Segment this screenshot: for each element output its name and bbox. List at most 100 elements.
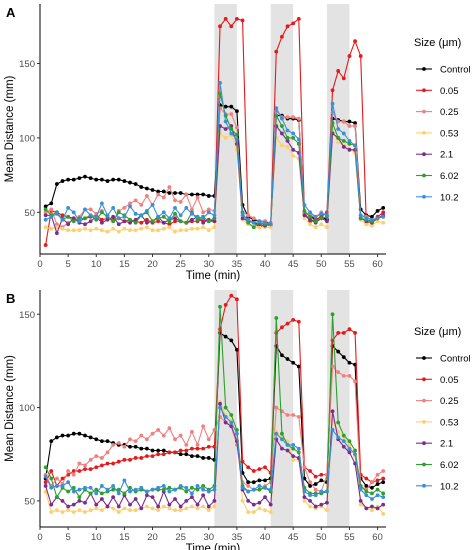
data-point — [71, 510, 76, 514]
data-point — [116, 216, 121, 221]
data-point — [364, 216, 369, 221]
data-point — [206, 456, 211, 460]
legend-label: Control — [440, 354, 471, 365]
data-point — [341, 76, 346, 81]
data-point — [313, 474, 318, 479]
data-point — [223, 415, 228, 419]
data-point — [139, 456, 144, 460]
data-point — [190, 495, 194, 500]
data-point — [291, 413, 296, 417]
data-point — [178, 484, 183, 488]
data-point — [251, 510, 256, 514]
data-point — [223, 119, 228, 124]
data-point — [43, 480, 48, 485]
legend-swatch-point — [422, 441, 426, 446]
data-point — [280, 116, 284, 121]
data-point — [257, 478, 262, 483]
legend: Size (μm) Control 0.05 0.25 0.53 2.1 6.02 10.2 — [414, 37, 471, 203]
data-point — [83, 226, 87, 231]
legend-title: Size (μm) — [414, 37, 461, 49]
data-point — [83, 216, 87, 221]
data-point — [229, 338, 234, 343]
data-point — [313, 482, 318, 486]
data-point — [150, 202, 155, 207]
data-point — [133, 444, 138, 449]
data-point — [195, 487, 200, 492]
data-point — [229, 293, 234, 298]
data-point — [83, 222, 87, 227]
data-point — [235, 347, 239, 352]
data-point — [88, 491, 93, 496]
y-axis-title: Mean Distance (mm) — [4, 355, 16, 462]
data-point — [218, 405, 222, 410]
data-point — [381, 495, 386, 500]
data-point — [263, 495, 267, 500]
data-point — [212, 487, 217, 492]
data-point — [144, 220, 149, 225]
data-point — [122, 205, 127, 210]
data-point — [116, 459, 121, 464]
data-point — [319, 216, 324, 221]
data-point — [341, 439, 346, 444]
data-point — [116, 510, 121, 514]
data-point — [43, 217, 48, 222]
data-point — [201, 210, 206, 215]
legend-item: 0.53 — [416, 128, 459, 139]
data-point — [240, 18, 245, 23]
x-tick-label: 35 — [232, 532, 243, 543]
legend-item: 2.1 — [416, 439, 453, 450]
data-point — [139, 485, 144, 490]
data-point — [144, 208, 149, 213]
data-point — [381, 469, 386, 473]
data-point — [296, 116, 301, 121]
data-point — [49, 469, 54, 473]
data-point — [99, 463, 104, 468]
data-point — [257, 487, 262, 492]
data-point — [330, 364, 335, 369]
data-point — [341, 355, 346, 360]
x-tick-label: 45 — [288, 259, 299, 270]
data-point — [150, 188, 155, 192]
data-point — [308, 504, 312, 509]
data-point — [105, 450, 110, 455]
data-point — [381, 220, 386, 225]
x-tick-label: 50 — [316, 532, 327, 543]
data-point — [190, 504, 194, 509]
data-point — [99, 456, 104, 460]
data-point — [319, 211, 324, 216]
data-point — [280, 143, 284, 148]
data-point — [54, 484, 59, 488]
data-point — [178, 448, 183, 453]
data-point — [201, 484, 206, 488]
data-point — [285, 448, 290, 453]
data-point — [195, 446, 200, 451]
data-point — [43, 465, 48, 470]
data-point — [88, 457, 93, 462]
data-point — [353, 124, 357, 128]
data-point — [206, 444, 211, 449]
data-point — [353, 452, 357, 457]
data-point — [218, 304, 222, 309]
data-point — [381, 214, 386, 219]
data-point — [375, 482, 380, 486]
data-point — [99, 217, 104, 222]
data-point — [218, 401, 222, 406]
data-point — [358, 498, 363, 503]
data-point — [251, 220, 256, 225]
data-point — [156, 228, 161, 233]
data-point — [364, 484, 369, 488]
data-point — [268, 225, 273, 230]
data-point — [206, 437, 211, 442]
data-point — [139, 433, 144, 438]
data-point — [60, 510, 65, 514]
data-point — [285, 442, 290, 447]
data-point — [285, 115, 290, 119]
data-point — [88, 176, 93, 181]
data-point — [370, 485, 374, 490]
data-point — [83, 485, 87, 490]
data-point — [105, 217, 110, 222]
data-point — [251, 502, 256, 507]
data-point — [173, 487, 177, 492]
legend-label: 10.2 — [440, 481, 459, 492]
